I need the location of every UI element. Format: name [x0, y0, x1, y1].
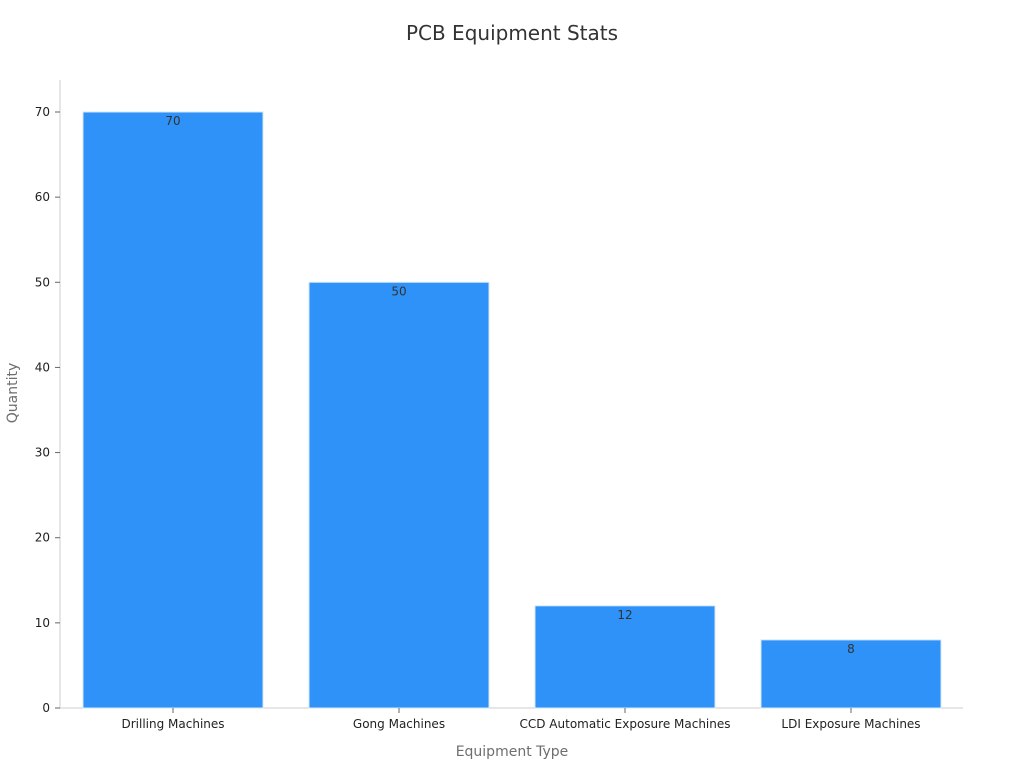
y-tick-label: 20	[35, 531, 50, 545]
data-label: 70	[165, 114, 180, 128]
x-tick-label: Gong Machines	[353, 717, 445, 731]
y-tick-label: 70	[35, 105, 50, 119]
x-tick-label: LDI Exposure Machines	[781, 717, 920, 731]
bar	[308, 281, 490, 709]
y-tick-label: 60	[35, 190, 50, 204]
plot-area: 0 10 20 30 40 50 60 70 70 Drilling Machines 50 Gong…	[35, 80, 963, 731]
data-label: 12	[617, 608, 632, 622]
bar	[82, 111, 264, 709]
data-label: 50	[391, 284, 406, 298]
y-tick-label: 10	[35, 616, 50, 630]
y-tick-label: 30	[35, 446, 50, 460]
y-tick-label: 50	[35, 275, 50, 289]
y-axis-title: Quantity	[5, 363, 21, 424]
chart-title: PCB Equipment Stats	[406, 21, 618, 45]
x-tick-label: Drilling Machines	[121, 717, 224, 731]
x-axis-title: Equipment Type	[456, 744, 569, 760]
data-label: 8	[847, 642, 855, 656]
x-tick-label: CCD Automatic Exposure Machines	[519, 717, 730, 731]
y-tick-label: 0	[42, 701, 50, 715]
y-tick-label: 40	[35, 360, 50, 374]
bar	[760, 639, 942, 709]
bar	[534, 605, 716, 709]
